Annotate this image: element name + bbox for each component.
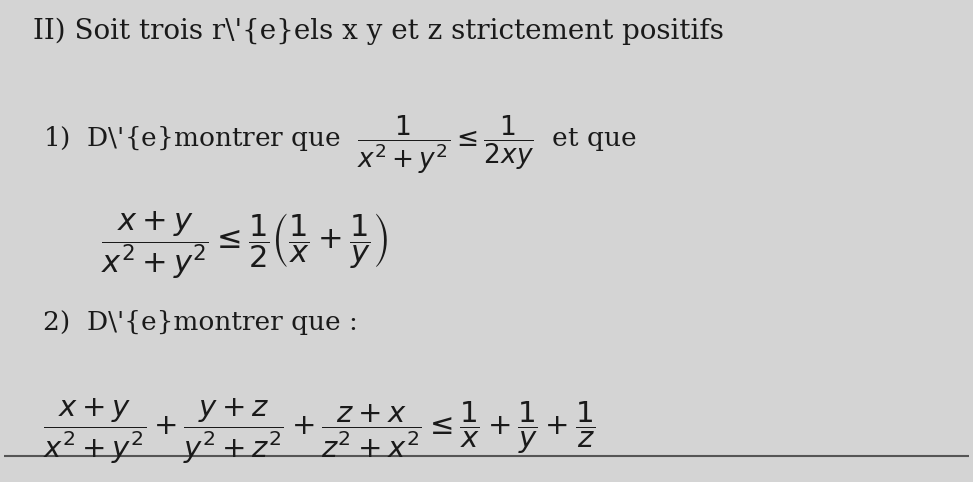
Text: $\dfrac{x+y}{x^2+y^2} \leq \dfrac{1}{2}\left(\dfrac{1}{x}+\dfrac{1}{y}\right)$: $\dfrac{x+y}{x^2+y^2} \leq \dfrac{1}{2}\… [100,210,387,281]
Text: 1)  D\'{e}montrer que  $\dfrac{1}{x^2+y^2} \leq \dfrac{1}{2xy}$  et que: 1) D\'{e}montrer que $\dfrac{1}{x^2+y^2}… [43,114,636,176]
Text: 2)  D\'{e}montrer que :: 2) D\'{e}montrer que : [43,310,358,335]
Text: II) Soit trois r\'{e}els x y et z strictement positifs: II) Soit trois r\'{e}els x y et z strict… [33,18,724,45]
Text: $\dfrac{x+y}{x^2+y^2}+\dfrac{y+z}{y^2+z^2}+\dfrac{z+x}{z^2+x^2}\leq \dfrac{1}{x}: $\dfrac{x+y}{x^2+y^2}+\dfrac{y+z}{y^2+z^… [43,397,595,466]
